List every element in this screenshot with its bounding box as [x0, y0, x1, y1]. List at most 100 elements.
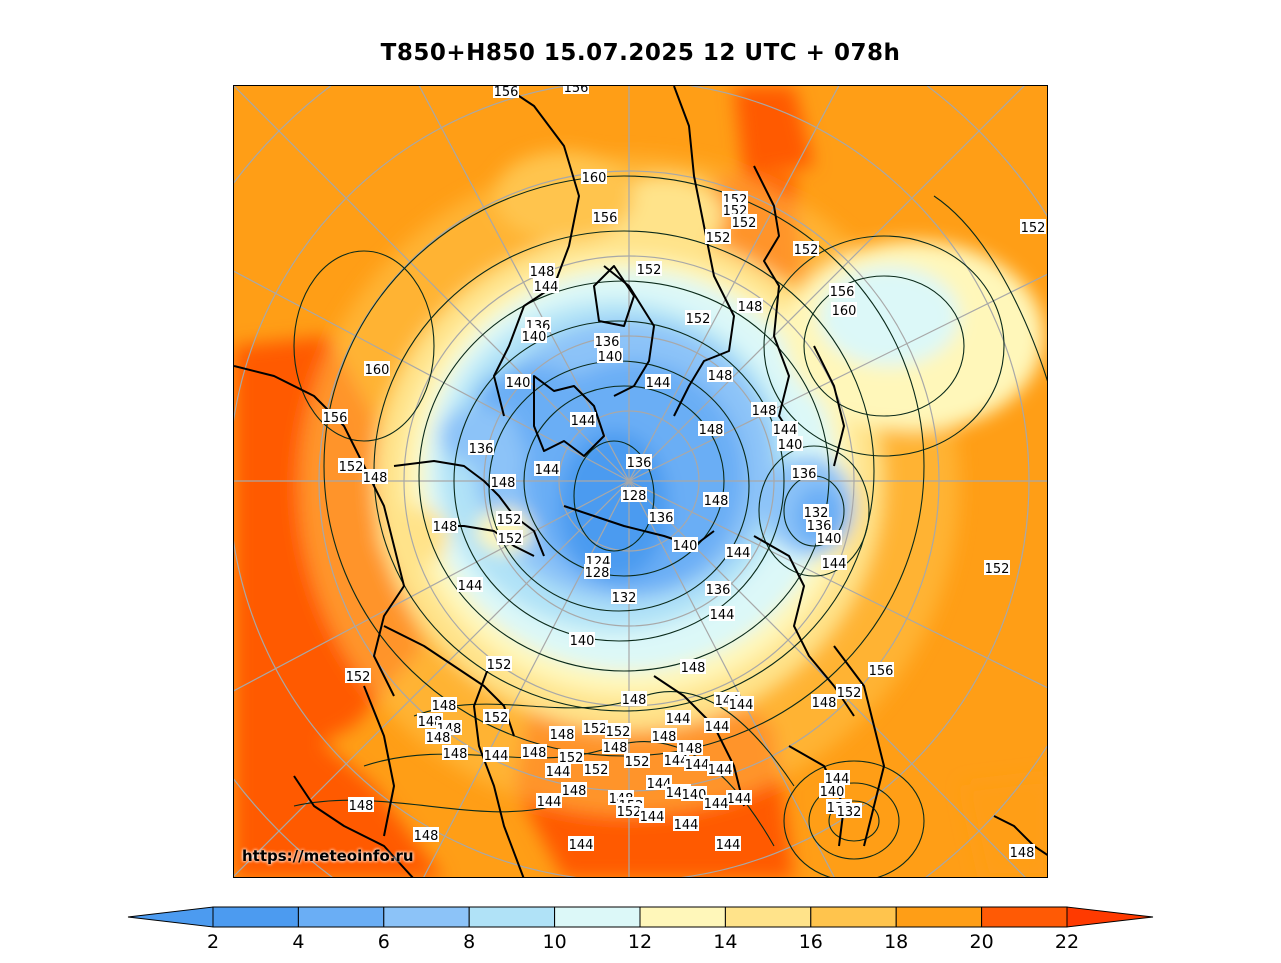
colorbar-segment — [297, 906, 385, 928]
contour-label-text: 152 — [732, 216, 757, 231]
contour-label-text: 152 — [559, 751, 584, 766]
contour-label-text: 136 — [649, 511, 674, 526]
contour-label-text: 144 — [716, 838, 741, 853]
contour-label-text: 148 — [652, 730, 677, 745]
contour-label: 148 — [707, 367, 733, 384]
contour-label: 152 — [583, 761, 609, 778]
contour-label-text: 136 — [627, 456, 652, 471]
contour-label-text: 132 — [837, 805, 862, 820]
contour-label-text: 144 — [537, 795, 562, 810]
colorbar-segment — [212, 906, 299, 928]
contour-label: 144 — [663, 752, 689, 769]
contour-label-text: 152 — [606, 725, 631, 740]
contour-label: 152 — [486, 656, 512, 673]
contour-label-text: 140 — [673, 539, 698, 554]
contour-label: 144 — [673, 816, 699, 833]
contour-label-text: 152 — [794, 243, 819, 258]
source-credit[interactable]: https://meteoinfo.ru — [242, 847, 414, 865]
map-panel[interactable]: 156 156 160 156 152 152 152 152 152 152 152 148 144 1… — [233, 85, 1048, 878]
contour-label: 152 — [984, 560, 1010, 577]
contour-label: 148 — [431, 697, 457, 714]
contour-label: 144 — [533, 278, 559, 295]
contour-label: 148 — [413, 827, 439, 844]
contour-label: 156 — [868, 662, 894, 679]
contour-label-text: 152 — [1021, 221, 1046, 236]
contour-label-text: 148 — [699, 423, 724, 438]
contour-label: 148 — [561, 782, 587, 799]
contour-label: 132 — [611, 589, 637, 606]
contour-label: 152 — [496, 511, 522, 528]
contour-label-text: 136 — [706, 583, 731, 598]
contour-label: 152 — [624, 753, 650, 770]
contour-label: 144 — [545, 763, 571, 780]
contour-label-text: 148 — [426, 731, 451, 746]
contour-label: 136 — [705, 581, 731, 598]
contour-label: 148 — [703, 492, 729, 509]
contour-label: 152 — [616, 803, 642, 820]
contour-label-text: 152 — [498, 532, 523, 547]
contour-label: 148 — [362, 469, 388, 486]
contour-label-text: 148 — [704, 494, 729, 509]
contour-label-text: 152 — [339, 460, 364, 475]
contour-label-text: 156 — [869, 664, 894, 679]
contour-label: 144 — [639, 808, 665, 825]
colorbar-segment — [981, 906, 1068, 928]
colorbar-segment — [468, 906, 556, 928]
contour-label: 152 — [338, 458, 364, 475]
contour-label: 136 — [806, 517, 832, 534]
contour-label: 136 — [791, 465, 817, 482]
contour-label-text: 148 — [432, 699, 457, 714]
colorbar-tick-label: 14 — [713, 931, 738, 953]
colorbar-tick-label: 20 — [969, 931, 994, 953]
contour-label-text: 152 — [617, 805, 642, 820]
contour-label: 152 — [1020, 219, 1046, 236]
contour-label-text: 144 — [708, 763, 733, 778]
colorbar-tick-label: 4 — [292, 931, 305, 953]
contour-label: 144 — [684, 756, 710, 773]
contour-label: 152 — [685, 310, 711, 327]
contour-label: 144 — [704, 718, 730, 735]
colorbar-segment — [810, 906, 897, 928]
contour-label: 140 — [569, 632, 595, 649]
contour-label: 144 — [665, 710, 691, 727]
contour-label-text: 156 — [593, 211, 618, 226]
contour-label: 148 — [425, 729, 451, 746]
contour-label: 148 — [621, 691, 647, 708]
contour-label: 148 — [737, 298, 763, 315]
contour-label-text: 128 — [622, 489, 647, 504]
contour-label-text: 156 — [323, 411, 348, 426]
contour-label: 148 — [651, 728, 677, 745]
colorbar-tick-label: 6 — [377, 931, 390, 953]
contour-label: 148 — [1009, 844, 1035, 861]
contour-label: 156 — [829, 283, 855, 300]
contour-label: 152 — [793, 241, 819, 258]
contour-label-text: 152 — [637, 263, 662, 278]
contour-label: 148 — [811, 694, 837, 711]
contour-label-text: 136 — [469, 442, 494, 457]
contour-label-text: 128 — [585, 566, 610, 581]
colorbar-segment — [383, 906, 470, 928]
contour-label-text: 148 — [752, 404, 777, 419]
contour-label-text: 156 — [494, 86, 519, 100]
contour-label: 152 — [582, 720, 608, 737]
colorbar-tick-label: 12 — [627, 931, 653, 953]
contour-label: 148 — [432, 518, 458, 535]
contour-label-text: 152 — [497, 513, 522, 528]
contour-label: 148 — [442, 745, 468, 762]
contour-label-text: 160 — [365, 363, 390, 378]
contour-label-text: 144 — [729, 698, 754, 713]
contour-label-text: 148 — [812, 696, 837, 711]
contour-label: 140 — [819, 783, 845, 800]
contour-label: 156 — [563, 86, 589, 96]
contour-label-text: 148 — [530, 265, 555, 280]
contour-label: 136 — [468, 440, 494, 457]
colorbar-tick-label: 8 — [463, 931, 476, 953]
map-canvas: 156 1561601561521521521521521521521481441… — [234, 86, 1047, 877]
contour-label-text: 144 — [640, 810, 665, 825]
contour-label: 152 — [605, 723, 631, 740]
contour-label-text: 144 — [458, 579, 483, 594]
contour-label-text: 148 — [603, 741, 628, 756]
contour-label-text: 144 — [546, 765, 571, 780]
colorbar-segment — [895, 906, 983, 928]
contour-label-text: 144 — [726, 546, 751, 561]
